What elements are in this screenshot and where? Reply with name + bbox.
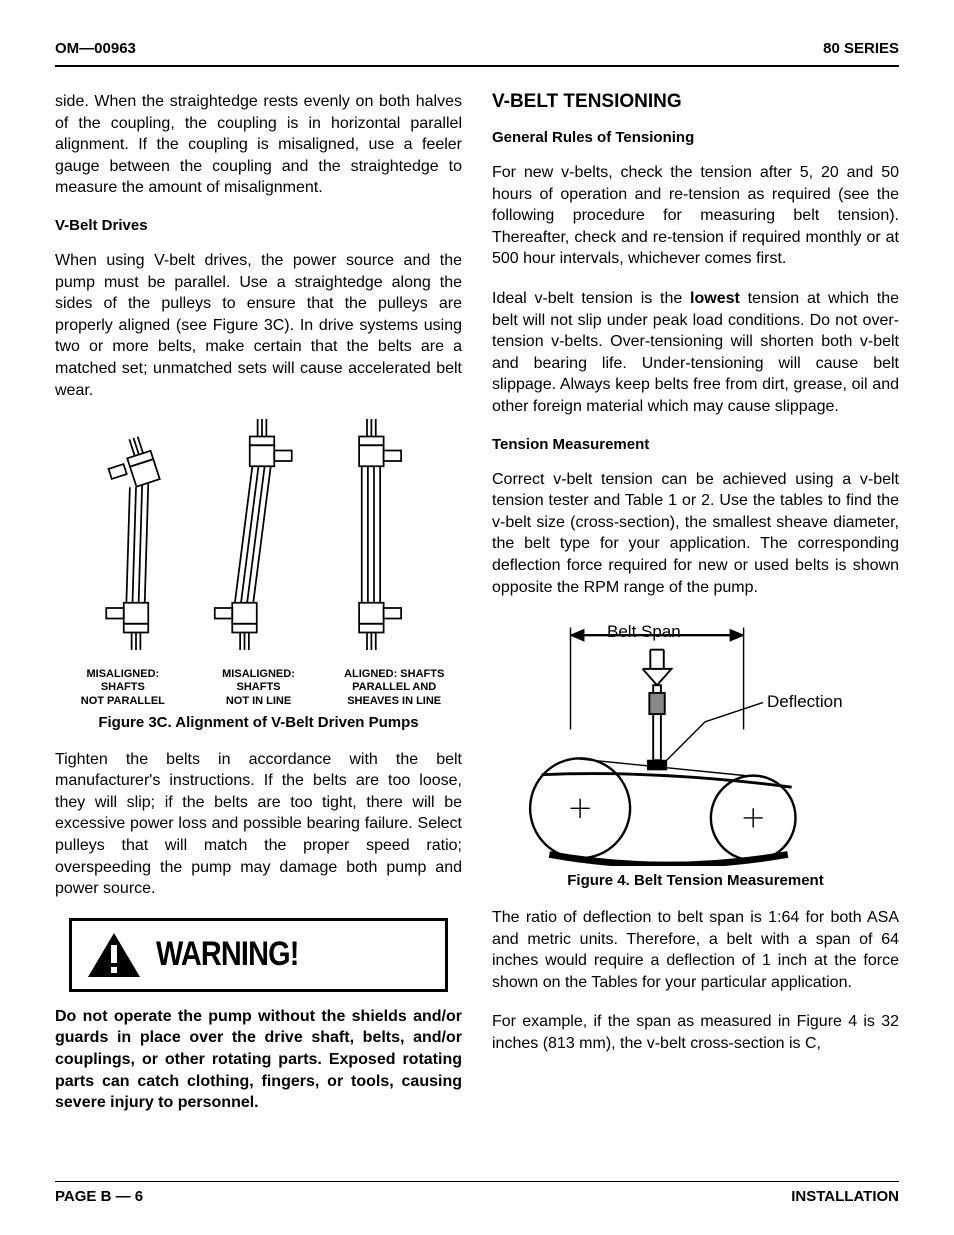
figure-3c: MISALIGNED: SHAFTS NOT PARALLEL MISALIGN… — [55, 419, 462, 708]
header-left: OM—00963 — [55, 40, 136, 57]
subheading-general-rules: General Rules of Tensioning — [492, 129, 899, 146]
figure-4-caption: Figure 4. Belt Tension Measurement — [492, 872, 899, 889]
page-footer: PAGE B — 6 INSTALLATION — [55, 1181, 899, 1205]
warning-box: WARNING! — [69, 918, 448, 992]
paragraph: The ratio of deflection to belt span is … — [492, 907, 899, 993]
figure-4: Belt Span Deflection — [492, 616, 899, 866]
paragraph: Correct v-belt tension can be achieved u… — [492, 469, 899, 599]
page-header: OM—00963 80 SERIES — [55, 40, 899, 67]
content-columns: side. When the straightedge rests evenly… — [55, 91, 899, 1114]
paragraph: Tighten the belts in accordance with the… — [55, 749, 462, 900]
warning-paragraph: Do not operate the pump without the shie… — [55, 1006, 462, 1114]
paragraph: For new v-belts, check the tension after… — [492, 162, 899, 270]
right-column: V-BELT TENSIONING General Rules of Tensi… — [492, 91, 899, 1114]
header-right: 80 SERIES — [823, 40, 899, 57]
section-title-tensioning: V-BELT TENSIONING — [492, 91, 899, 113]
footer-left: PAGE B — 6 — [55, 1188, 143, 1205]
left-column: side. When the straightedge rests evenly… — [55, 91, 462, 1114]
fig3c-label-2: MISALIGNED: SHAFTS NOT IN LINE — [191, 668, 327, 708]
fig4-label-belt-span: Belt Span — [607, 622, 681, 642]
paragraph: side. When the straightedge rests evenly… — [55, 91, 462, 199]
warning-icon — [86, 931, 142, 979]
fig3c-label-3: ALIGNED: SHAFTS PARALLEL AND SHEAVES IN … — [326, 668, 462, 708]
figure-3c-caption: Figure 3C. Alignment of V-Belt Driven Pu… — [55, 714, 462, 731]
figure-3c-labels: MISALIGNED: SHAFTS NOT PARALLEL MISALIGN… — [55, 668, 462, 708]
subheading-vbelt-drives: V-Belt Drives — [55, 217, 462, 234]
figure-3c-svg — [55, 419, 462, 664]
paragraph: Ideal v-belt tension is the lowest tensi… — [492, 288, 899, 418]
fig3c-label-1: MISALIGNED: SHAFTS NOT PARALLEL — [55, 668, 191, 708]
footer-right: INSTALLATION — [791, 1188, 899, 1205]
subheading-tension-measurement: Tension Measurement — [492, 436, 899, 453]
fig4-label-deflection: Deflection — [767, 692, 843, 712]
paragraph: For example, if the span as measured in … — [492, 1011, 899, 1054]
figure-4-svg — [492, 616, 899, 866]
warning-title: WARNING! — [156, 935, 299, 974]
page: OM—00963 80 SERIES side. When the straig… — [0, 0, 954, 1235]
paragraph: When using V-belt drives, the power sour… — [55, 250, 462, 401]
